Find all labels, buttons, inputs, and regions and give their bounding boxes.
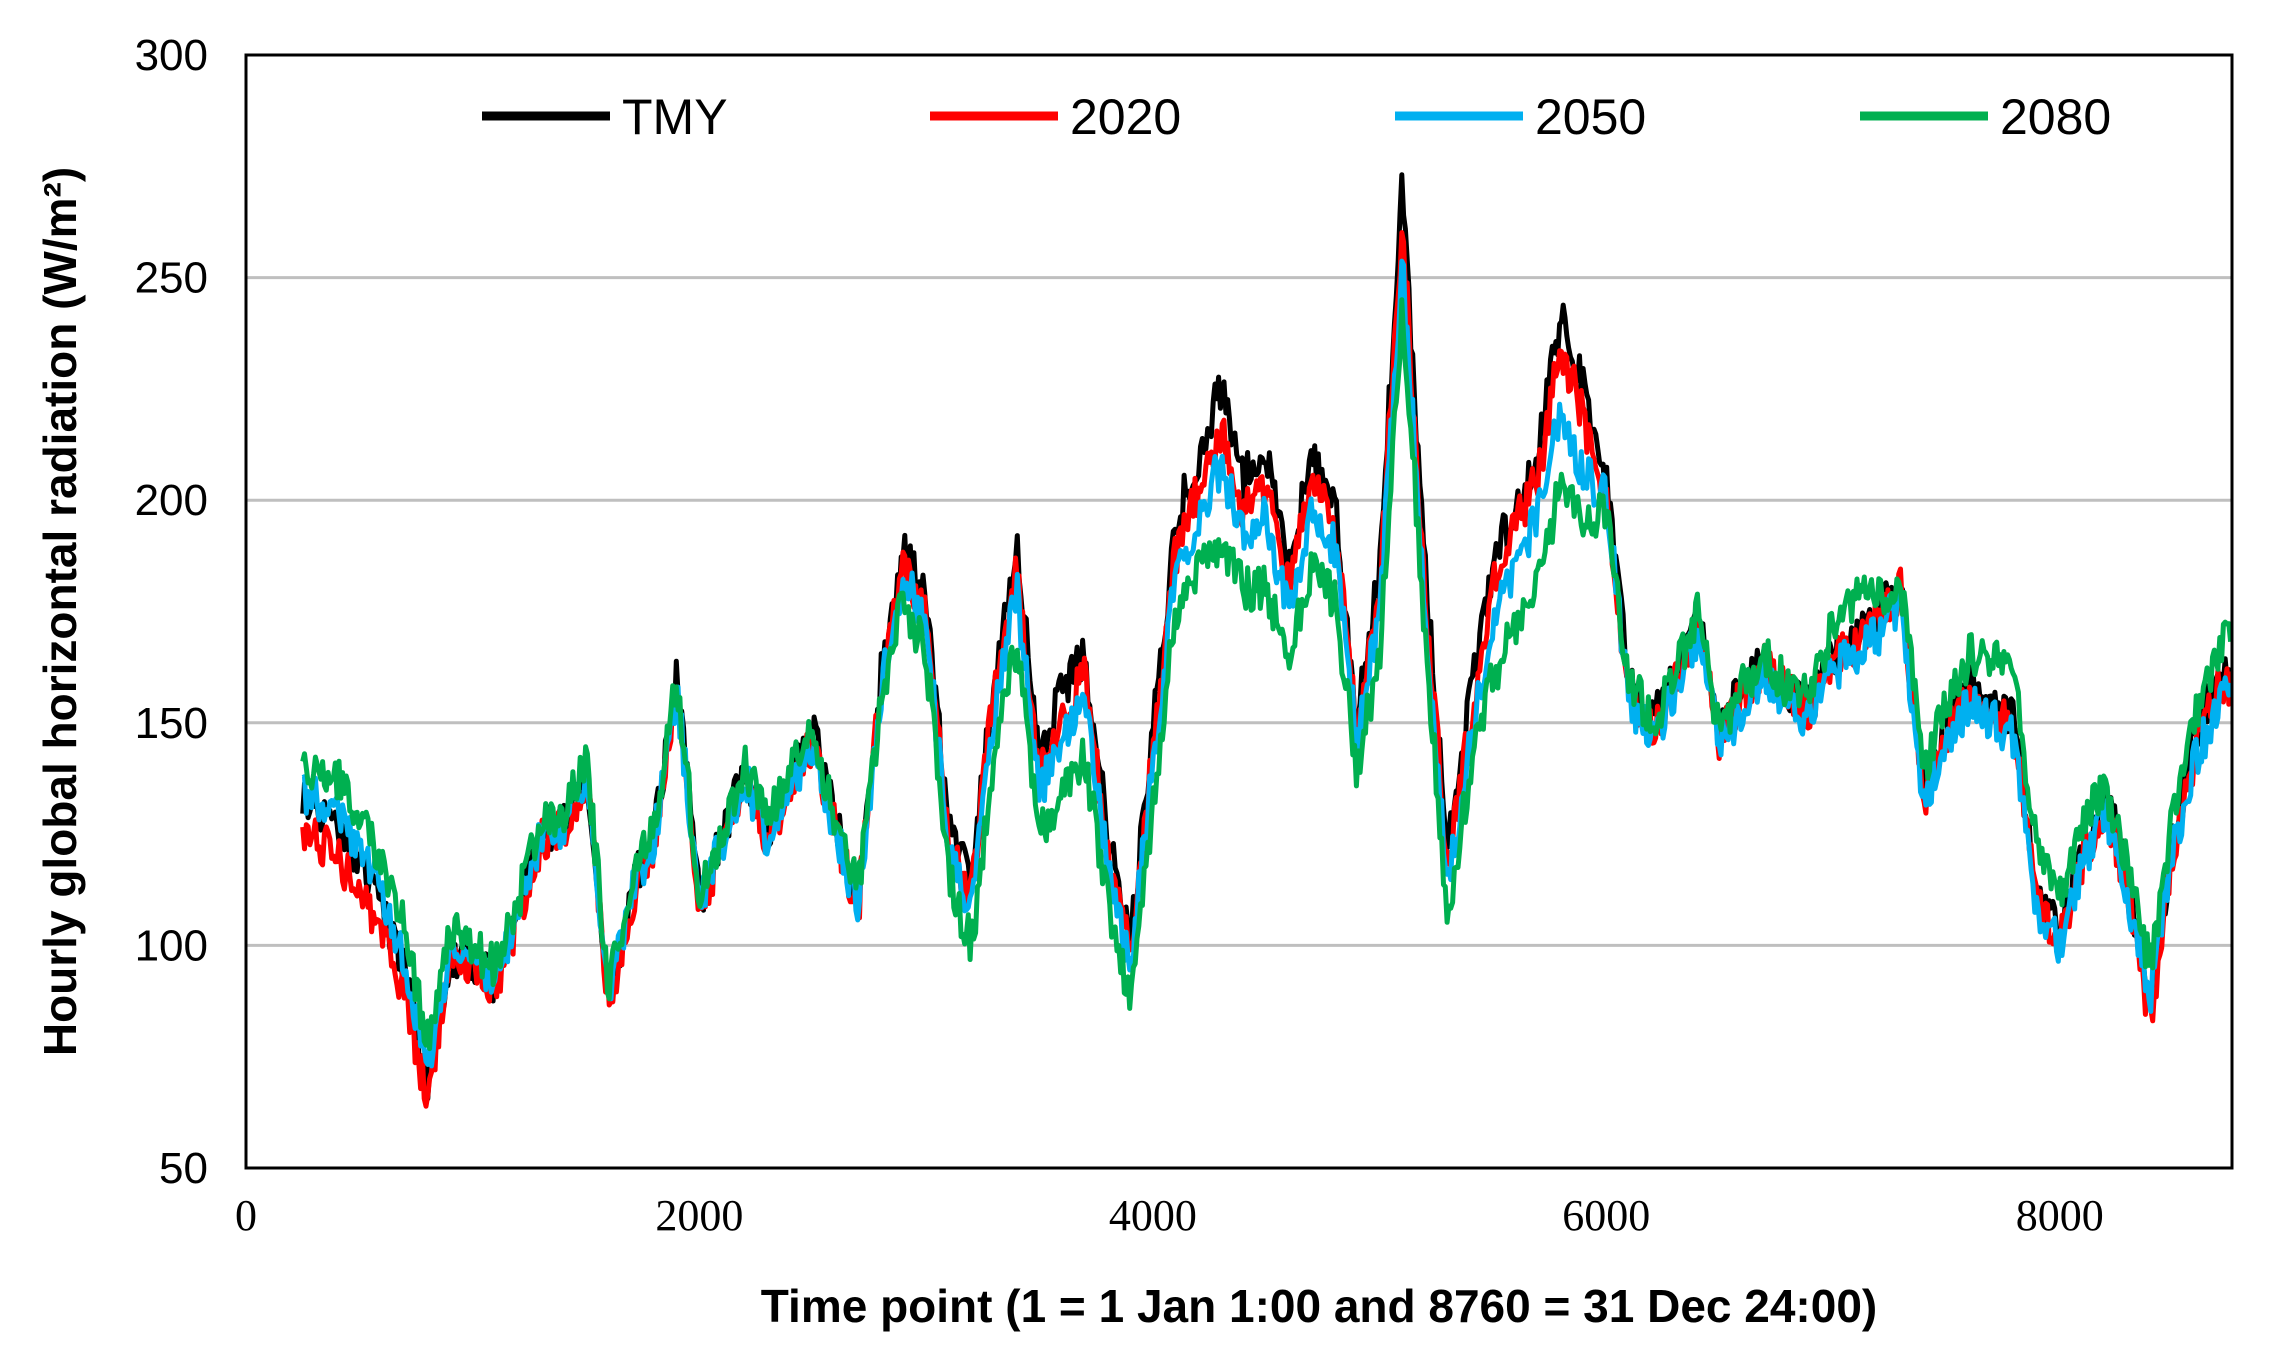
- series-lines: [300, 172, 2234, 1109]
- legend-label-2050: 2050: [1535, 89, 1646, 145]
- y-axis-ticks: 50 100 150 200 250 300: [135, 31, 208, 1193]
- x-axis-ticks: 0 2000 4000 6000 8000: [235, 1191, 2104, 1240]
- legend-label-2080: 2080: [2000, 89, 2111, 145]
- x-tick-label: 8000: [2016, 1191, 2104, 1240]
- plot-frame: [244, 53, 2234, 1170]
- y-tick-label: 100: [135, 921, 208, 970]
- x-axis-title: Time point (1 = 1 Jan 1:00 and 8760 = 31…: [761, 1280, 1877, 1332]
- y-tick-label: 50: [159, 1144, 208, 1193]
- legend-label-2020: 2020: [1070, 89, 1181, 145]
- y-tick-label: 200: [135, 476, 208, 525]
- series-line-2020: [300, 230, 2234, 1109]
- y-tick-label: 250: [135, 254, 208, 303]
- legend-label-TMY: TMY: [622, 89, 728, 145]
- y-tick-label: 300: [135, 31, 208, 80]
- x-tick-label: 0: [235, 1191, 257, 1240]
- y-tick-label: 150: [135, 699, 208, 748]
- legend: TMY 2020 2050 2080: [482, 89, 2111, 145]
- series-line-2080: [300, 297, 2234, 1052]
- y-axis-title: Hourly global horizontal radiation (W/m²…: [34, 167, 86, 1056]
- x-tick-label: 6000: [1562, 1191, 1650, 1240]
- x-tick-label: 4000: [1109, 1191, 1197, 1240]
- x-tick-label: 2000: [655, 1191, 743, 1240]
- series-line-TMY: [300, 172, 2232, 1102]
